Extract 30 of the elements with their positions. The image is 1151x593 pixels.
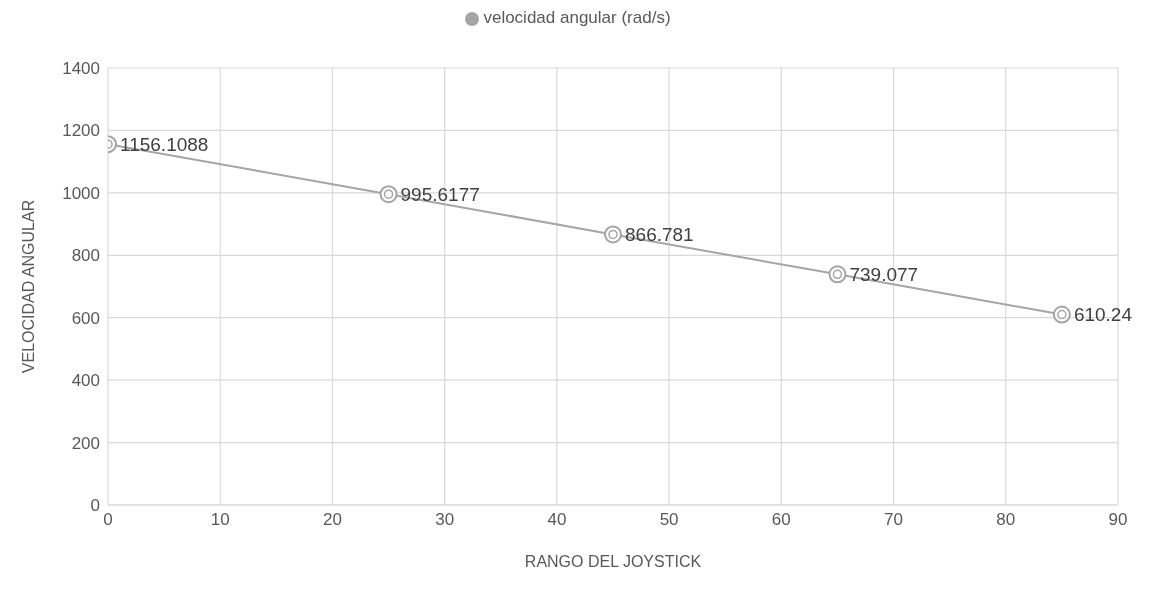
point [379,185,398,204]
point [828,265,847,284]
x-tick-label: 60 [771,510,791,530]
x-tick-label: 30 [435,510,455,530]
point [1052,305,1071,324]
x-tick-label: 80 [996,510,1016,530]
data-label: 739.077 [849,264,919,286]
x-tick-label: 70 [884,510,904,530]
y-tick-label: 1400 [62,59,100,79]
x-tick-label: 40 [547,510,567,530]
x-tick-label: 10 [210,510,230,530]
y-tick-label: 0 [90,496,100,516]
x-tick-label: 20 [322,510,342,530]
data-label: 866.781 [625,224,694,246]
y-axis-title: VELOCIDAD ANGULAR [19,199,37,374]
data-label: 995.6177 [400,183,480,205]
legend-label: velocidad angular (rad/s) [483,8,671,27]
y-tick-label: 400 [71,371,100,391]
data-label: 1156.1088 [120,133,209,155]
y-tick-label: 200 [71,433,100,453]
x-axis-title: RANGO DEL JOYSTICK [524,553,702,570]
x-tick-label: 90 [1108,510,1128,530]
x-tick-label: 50 [659,510,679,530]
y-tick-label: 1200 [62,121,100,141]
point [604,225,622,244]
y-tick-label: 1000 [62,183,100,203]
y-tick-label: 600 [71,308,100,328]
x-tick-label: 0 [103,510,113,530]
y-tick-label: 800 [71,246,100,266]
data-label: 610.24 [1073,304,1133,326]
